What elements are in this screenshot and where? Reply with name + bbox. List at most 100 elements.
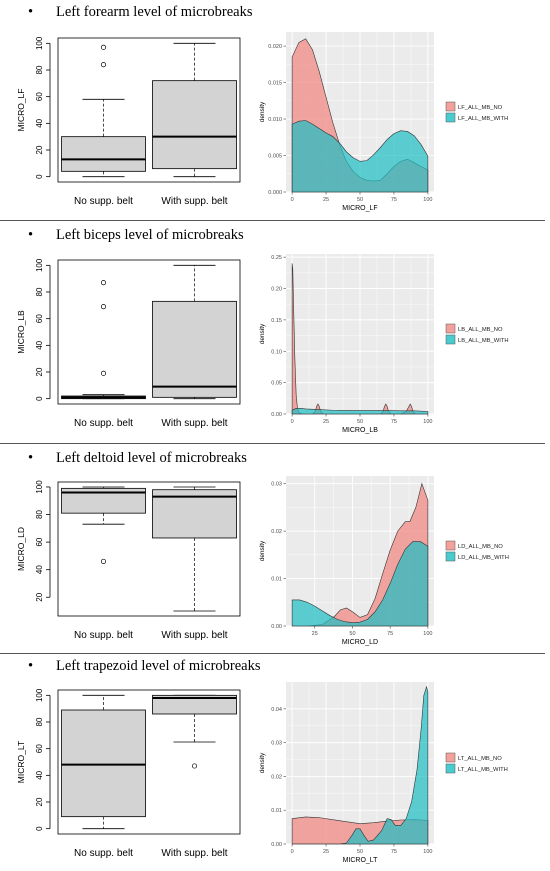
y-tick-label: 0.01 bbox=[271, 808, 282, 814]
y-tick-label: 20 bbox=[35, 367, 44, 376]
density-area-with bbox=[291, 120, 429, 193]
section-heading: • Left biceps level of microbreaks bbox=[28, 227, 244, 243]
y-tick-label: 0.010 bbox=[268, 117, 282, 123]
legend-entry-label: LT_ALL_MB_NO bbox=[458, 756, 502, 762]
legend-key bbox=[445, 752, 456, 763]
y-tick-label: 0.10 bbox=[271, 349, 282, 355]
y-tick-label: 40 bbox=[35, 565, 44, 574]
plot-frame bbox=[57, 689, 241, 835]
y-tick-label: 80 bbox=[35, 287, 44, 296]
density-area-with bbox=[291, 408, 429, 415]
y-tick-label: 0.05 bbox=[271, 381, 282, 387]
y-tick-label: 40 bbox=[35, 118, 44, 127]
y-tick-label: 0.03 bbox=[271, 482, 282, 488]
section-heading: • Left forearm level of microbreaks bbox=[28, 4, 253, 20]
y-axis-label: MICRO_LF bbox=[16, 89, 26, 132]
x-tick-label: 25 bbox=[323, 849, 329, 855]
divider bbox=[0, 220, 545, 221]
y-tick-label: 0.15 bbox=[271, 318, 282, 324]
y-tick-label: 60 bbox=[35, 744, 44, 753]
x-category-label: With supp. belt bbox=[161, 848, 227, 859]
boxplot-deltoid: 20 40 60 80 100 MICRO_LD No supp. belt With sup… bbox=[16, 480, 241, 641]
x-tick-label: 0 bbox=[291, 419, 294, 425]
x-tick-label: 100 bbox=[423, 197, 432, 203]
x-tick-label: 75 bbox=[391, 197, 397, 203]
x-tick-label: 50 bbox=[349, 631, 355, 637]
x-tick-label: 50 bbox=[357, 849, 363, 855]
legend-key bbox=[445, 540, 456, 551]
boxplot-forearm: 0 20 40 60 80 100 MICRO_LF No supp. belt With su… bbox=[16, 36, 241, 207]
legend-entry-label: LD_ALL_MB_WITH bbox=[458, 555, 509, 561]
outlier-point bbox=[100, 558, 107, 564]
x-axis-label: MICRO_LB bbox=[342, 427, 378, 434]
density-area-with bbox=[291, 541, 429, 627]
density-deltoid: 25 50 75 100 0.00 0.01 0.02 0.03 MICRO_LD density… bbox=[259, 476, 509, 646]
box-iqr bbox=[152, 694, 237, 715]
y-tick-label: 0.005 bbox=[268, 154, 282, 160]
density-forearm: 0 25 50 75 100 0.000 0.005 0.010 0.015 0.020 MICRO… bbox=[259, 32, 508, 212]
y-tick-label: 80 bbox=[35, 510, 44, 519]
plot-frame bbox=[57, 481, 241, 617]
boxplot-biceps: 0 20 40 60 80 100 MICRO_LB No supp. belt With su… bbox=[16, 258, 241, 429]
density-trapezoid: 0 25 50 75 100 0.00 0.01 0.02 0.03 0.04 MICRO_LT de… bbox=[259, 682, 508, 864]
y-tick-label: 0.00 bbox=[271, 842, 282, 848]
x-tick-label: 25 bbox=[323, 197, 329, 203]
y-tick-label: 20 bbox=[35, 797, 44, 806]
y-tick-label: 20 bbox=[35, 592, 44, 601]
y-tick-label: 0.02 bbox=[271, 529, 282, 535]
y-tick-label: 40 bbox=[35, 340, 44, 349]
y-tick-label: 0.02 bbox=[271, 774, 282, 780]
density-biceps: 0 25 50 75 100 0.00 0.05 0.10 0.15 0.20 0.25 MICRO_… bbox=[259, 254, 509, 434]
legend-entry-label: LF_ALL_MB_NO bbox=[458, 105, 503, 111]
x-tick-label: 25 bbox=[323, 419, 329, 425]
legend-key bbox=[445, 763, 456, 774]
box-iqr bbox=[152, 489, 237, 539]
y-tick-label: 0.25 bbox=[271, 255, 282, 261]
x-tick-label: 0 bbox=[291, 197, 294, 203]
x-category-label: No supp. belt bbox=[74, 418, 133, 429]
y-axis-label: MICRO_LB bbox=[16, 310, 26, 354]
y-tick-label: 0.00 bbox=[271, 624, 282, 630]
section-heading: • Left deltoid level of microbreaks bbox=[28, 450, 247, 466]
y-tick-label: 0.015 bbox=[268, 81, 282, 87]
x-category-label: With supp. belt bbox=[161, 630, 227, 641]
x-tick-label: 100 bbox=[423, 419, 432, 425]
y-tick-label: 0.020 bbox=[268, 44, 282, 50]
outlier-point bbox=[191, 763, 198, 769]
y-tick-label: 80 bbox=[35, 65, 44, 74]
x-category-label: With supp. belt bbox=[161, 196, 227, 207]
y-axis-label: MICRO_LT bbox=[16, 741, 26, 783]
y-tick-label: 0.01 bbox=[271, 577, 282, 583]
outlier-point bbox=[100, 44, 107, 50]
section-forearm: • Left forearm level of microbreaks 0 20 40… bbox=[0, 0, 550, 222]
legend-entry-label: LB_ALL_MB_WITH bbox=[458, 338, 509, 344]
y-tick-label: 60 bbox=[35, 537, 44, 546]
y-axis-label: density bbox=[259, 101, 266, 122]
y-tick-label: 0 bbox=[35, 826, 44, 831]
y-tick-label: 0.04 bbox=[271, 707, 282, 713]
section-trapezoid: • Left trapezoid level of microbreaks 0 20… bbox=[0, 654, 550, 871]
boxplot-trapezoid: 0 20 40 60 80 100 MICRO_LT No supp. belt With su… bbox=[16, 688, 241, 859]
plot-frame bbox=[57, 259, 241, 405]
y-tick-label: 0.00 bbox=[271, 412, 282, 418]
y-tick-label: 0.000 bbox=[268, 190, 282, 196]
density-area-with bbox=[292, 685, 429, 845]
x-axis-label: MICRO_LT bbox=[343, 857, 379, 864]
x-axis-label: MICRO_LD bbox=[342, 639, 378, 646]
y-tick-label: 100 bbox=[35, 480, 44, 494]
x-tick-label: 50 bbox=[357, 419, 363, 425]
legend-key bbox=[445, 112, 456, 123]
x-tick-label: 50 bbox=[357, 197, 363, 203]
y-tick-label: 80 bbox=[35, 717, 44, 726]
y-tick-label: 20 bbox=[35, 145, 44, 154]
y-axis-label: density bbox=[259, 323, 266, 344]
y-axis-label: density bbox=[259, 540, 266, 561]
box-iqr bbox=[152, 80, 237, 170]
y-tick-label: 0.03 bbox=[271, 741, 282, 747]
x-category-label: No supp. belt bbox=[74, 196, 133, 207]
section-biceps: • Left biceps level of microbreaks 0 20 40 6… bbox=[0, 222, 550, 444]
y-tick-label: 40 bbox=[35, 770, 44, 779]
y-axis-label: MICRO_LD bbox=[16, 527, 26, 571]
y-axis-label: density bbox=[259, 752, 266, 773]
plot-frame bbox=[57, 37, 241, 183]
